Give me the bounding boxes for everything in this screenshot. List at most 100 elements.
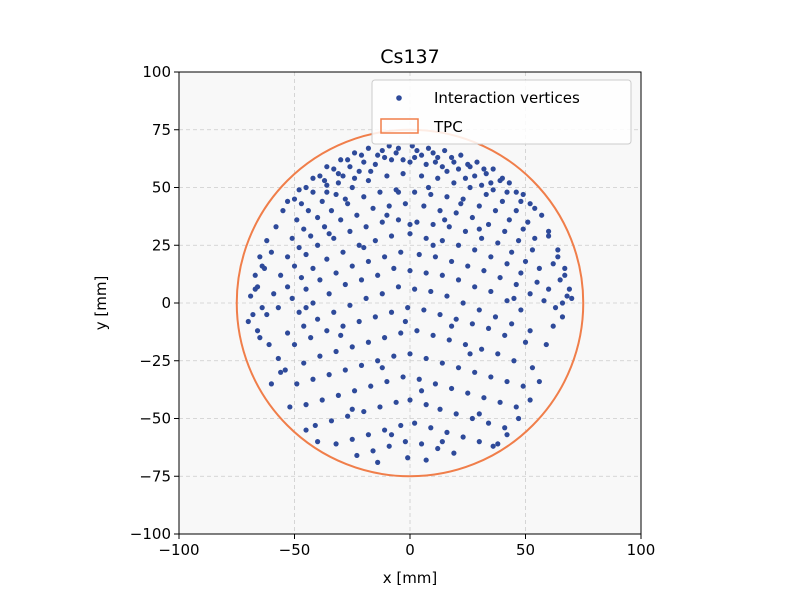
data-point (312, 422, 318, 429)
data-point (550, 261, 556, 267)
data-point (291, 341, 298, 348)
data-point (407, 231, 413, 237)
data-point (504, 261, 510, 267)
data-point (310, 175, 316, 181)
data-point (418, 388, 425, 394)
data-point (497, 177, 503, 184)
data-point (462, 228, 469, 234)
data-point (377, 189, 383, 195)
data-point (342, 367, 348, 373)
data-point (453, 411, 459, 417)
scatter-points (245, 143, 575, 465)
data-point (518, 307, 524, 313)
data-point (432, 159, 439, 165)
data-point (442, 217, 448, 223)
data-point (257, 335, 263, 341)
data-point (296, 309, 302, 315)
data-point (354, 212, 360, 218)
data-point (407, 159, 413, 165)
data-point (347, 228, 353, 234)
data-point (345, 413, 351, 419)
data-point (481, 166, 487, 172)
data-point (379, 147, 385, 154)
data-point (515, 415, 522, 422)
data-point (289, 295, 295, 301)
data-point (326, 372, 332, 378)
legend-label-tpc: TPC (433, 118, 463, 136)
data-point (428, 425, 434, 431)
data-point (407, 268, 413, 274)
data-point (455, 365, 462, 371)
chart-title: Cs137 (380, 46, 439, 68)
data-point (490, 443, 496, 449)
data-point (402, 318, 408, 325)
data-point (294, 217, 300, 223)
data-point (319, 198, 325, 204)
data-point (398, 330, 404, 336)
data-point (432, 254, 439, 260)
data-point (259, 305, 265, 311)
data-point (310, 300, 316, 306)
data-point (324, 189, 330, 195)
data-point (324, 256, 330, 262)
data-point (315, 439, 321, 445)
x-tick-label: −100 (158, 541, 199, 559)
data-point (356, 242, 362, 248)
data-point (252, 272, 258, 278)
data-point (467, 351, 473, 357)
x-tick-label: 50 (516, 541, 535, 559)
data-point (455, 242, 462, 248)
data-point (315, 214, 321, 221)
legend-tpc-patch (380, 118, 419, 134)
data-point (254, 328, 261, 334)
data-point (467, 164, 473, 170)
data-point (368, 383, 374, 389)
data-point (287, 404, 293, 410)
data-point (504, 189, 510, 195)
data-point (298, 274, 305, 281)
data-point (474, 159, 480, 165)
data-point (310, 189, 316, 195)
data-point (502, 228, 508, 234)
data-point (534, 279, 540, 285)
data-point (444, 194, 450, 200)
y-tick-label: 75 (152, 121, 171, 139)
data-point (488, 254, 494, 260)
data-point (469, 214, 475, 221)
data-point (416, 376, 422, 382)
data-point (381, 335, 388, 341)
data-point (421, 307, 427, 313)
data-point (340, 173, 346, 179)
data-point (481, 268, 487, 274)
data-point (310, 376, 316, 382)
data-point (340, 323, 346, 329)
data-point (349, 406, 355, 412)
data-point (333, 270, 339, 276)
data-point (479, 346, 485, 352)
data-point (400, 157, 406, 163)
data-point (418, 152, 425, 158)
data-point (428, 288, 434, 295)
data-point (566, 286, 572, 292)
data-point (518, 198, 524, 204)
data-point (469, 321, 475, 327)
data-point (365, 432, 372, 438)
data-point (342, 196, 348, 202)
data-point (502, 332, 508, 338)
data-point (400, 374, 406, 380)
data-point (317, 173, 323, 179)
data-point (305, 208, 311, 214)
data-point (291, 196, 298, 202)
data-point (469, 415, 475, 422)
axis-ticks: −100 −50 0 50 100 −100 −75 −50 −25 0 25 50 75 100 (130, 63, 656, 559)
data-point (439, 238, 445, 244)
data-point (363, 224, 369, 230)
data-point (310, 265, 316, 271)
data-point (532, 205, 538, 211)
data-point (275, 355, 281, 362)
data-point (379, 365, 385, 371)
data-point (331, 166, 337, 172)
data-point (465, 263, 471, 269)
data-point (446, 337, 452, 343)
